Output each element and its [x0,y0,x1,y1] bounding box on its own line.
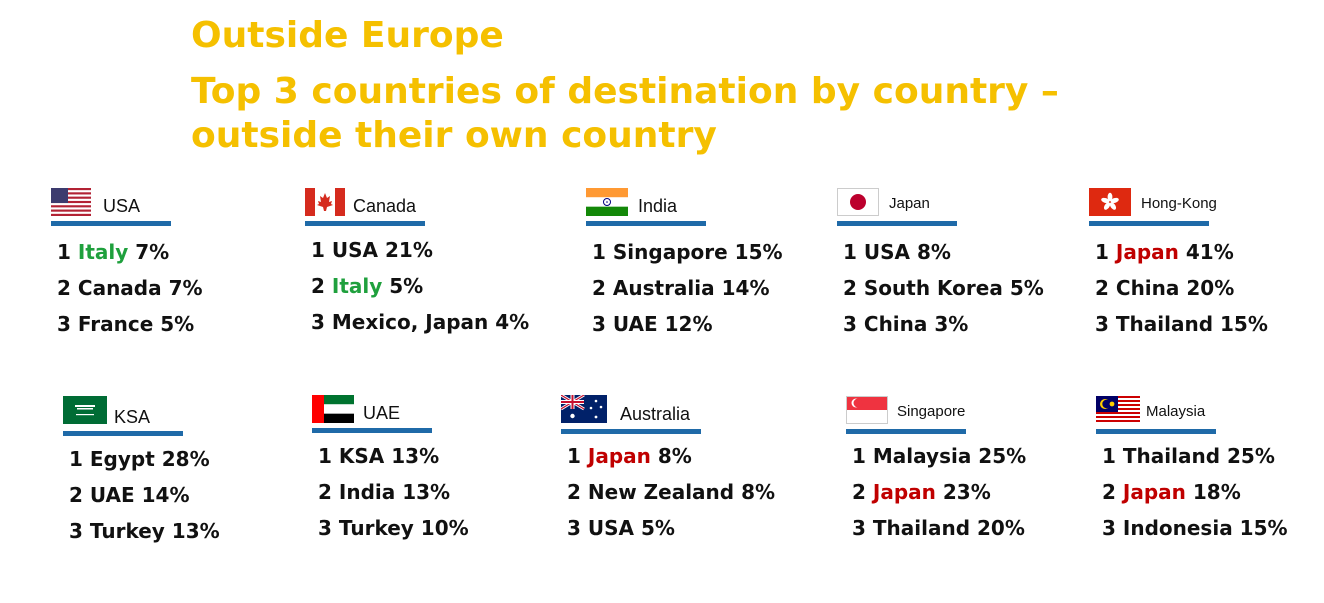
list-item: 2 New Zealand 8% [567,480,776,504]
list-item: 1 Thailand 25% [1102,444,1275,468]
india-flag-icon [586,188,628,216]
list-item: 2 South Korea 5% [843,276,1044,300]
country-card-canada: Canada 1 USA 21% 2 Italy 5% 3 Mexico, Ja… [305,188,545,358]
uae-flag-icon [312,395,354,423]
japan-flag-icon [837,188,879,216]
list-item: 3 USA 5% [567,516,675,540]
country-card-hong-kong: Hong-Kong 1 Japan 41% 2 China 20% 3 Thai… [1089,188,1324,358]
list-item: 2 Canada 7% [57,276,203,300]
underline-bar [305,221,425,226]
country-name: Malaysia [1146,403,1206,420]
list-item: 2 UAE 14% [69,483,190,507]
ksa-flag-icon [63,396,107,424]
country-card-india: India 1 Singapore 15% 2 Australia 14% 3 … [586,188,826,358]
list-item: 1 Italy 7% [57,240,170,264]
underline-bar [586,221,706,226]
country-card-singapore: Singapore 1 Malaysia 25% 2 Japan 23% 3 T… [846,396,1086,566]
country-card-japan: Japan 1 USA 8% 2 South Korea 5% 3 China … [837,188,1077,358]
list-item: 2 Italy 5% [311,274,424,298]
list-item: 3 Turkey 13% [69,519,220,543]
underline-bar [846,429,966,434]
underline-bar [312,428,432,433]
subtitle-line-2: outside their own country [191,115,717,156]
list-item: 1 USA 21% [311,238,433,262]
list-item: 2 Australia 14% [592,276,770,300]
country-name: Hong-Kong [1141,195,1217,212]
list-item: 1 Singapore 15% [592,240,783,264]
list-item: 1 Japan 8% [567,444,692,468]
singapore-flag-icon [846,396,888,424]
country-name: Singapore [897,403,966,420]
list-item: 3 France 5% [57,312,195,336]
list-item: 3 Turkey 10% [318,516,469,540]
list-item: 3 Mexico, Japan 4% [311,310,530,334]
usa-flag-icon [51,188,91,216]
page-subtitle: Top 3 countries of destination by countr… [191,70,1059,158]
australia-flag-icon [561,395,607,423]
list-item: 3 Indonesia 15% [1102,516,1288,540]
list-item: 1 Malaysia 25% [852,444,1027,468]
list-item: 2 China 20% [1095,276,1235,300]
page-title: Outside Europe [191,15,504,56]
list-item: 2 Japan 18% [1102,480,1241,504]
country-card-uae: UAE 1 KSA 13% 2 India 13% 3 Turkey 10% [312,395,552,565]
hong-kong-flag-icon [1089,188,1131,216]
country-name: UAE [363,403,401,423]
list-item: 2 India 13% [318,480,451,504]
subtitle-line-1: Top 3 countries of destination by countr… [191,71,1059,112]
underline-bar [63,431,183,436]
list-item: 3 Thailand 15% [1095,312,1268,336]
underline-bar [837,221,957,226]
list-item: 1 USA 8% [843,240,951,264]
underline-bar [1096,429,1216,434]
country-name: Canada [353,196,417,216]
country-card-australia: Australia 1 Japan 8% 2 New Zealand 8% 3 … [561,395,801,565]
country-card-ksa: KSA 1 Egypt 28% 2 UAE 14% 3 Turkey 13% [63,396,303,566]
country-name: Japan [889,195,930,212]
malaysia-flag-icon [1096,396,1140,424]
underline-bar [51,221,171,226]
underline-bar [1089,221,1209,226]
list-item: 1 Egypt 28% [69,447,210,471]
list-item: 1 KSA 13% [318,444,440,468]
underline-bar [561,429,701,434]
country-name: KSA [114,407,151,427]
country-name: India [638,196,678,216]
country-name: Australia [620,404,691,424]
list-item: 3 Thailand 20% [852,516,1025,540]
list-item: 3 China 3% [843,312,969,336]
list-item: 2 Japan 23% [852,480,991,504]
country-name: USA [103,196,141,216]
list-item: 1 Japan 41% [1095,240,1234,264]
country-card-usa: USA 1 Italy 7% 2 Canada 7% 3 France 5% [51,188,291,358]
country-card-malaysia: Malaysia 1 Thailand 25% 2 Japan 18% 3 In… [1096,396,1324,566]
list-item: 3 UAE 12% [592,312,713,336]
canada-flag-icon [305,188,345,216]
